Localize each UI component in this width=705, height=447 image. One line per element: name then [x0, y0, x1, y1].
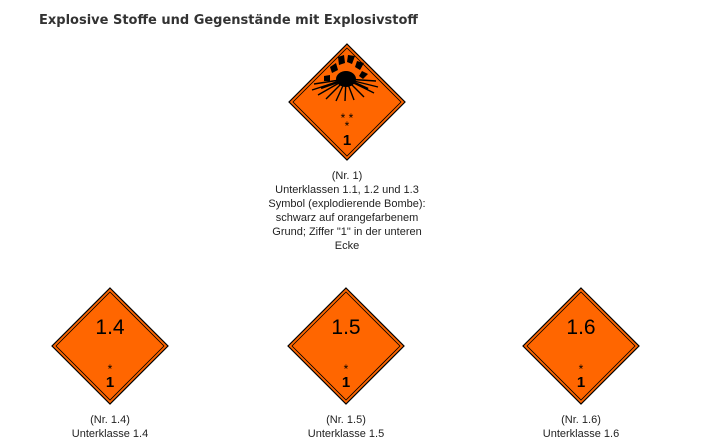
compatibility-star: * — [579, 362, 584, 376]
hazard-label-class-1-caption: (Nr. 1) Unterklassen 1.1, 1.2 und 1.3 Sy… — [230, 169, 464, 253]
hazard-label-class-1-diamond: * * * 1 — [288, 43, 406, 161]
hazard-label-1-5-caption: (Nr. 1.5) Unterklasse 1.5 — [256, 413, 436, 441]
caption-line: Unterklassen 1.1, 1.2 und 1.3 — [275, 184, 419, 196]
caption-nr: (Nr. 1.5) — [326, 414, 366, 426]
caption-subclass: Unterklasse 1.5 — [307, 428, 385, 440]
exploding-bomb-icon — [311, 55, 379, 102]
division-number: 1.4 — [95, 316, 125, 339]
diamond-background — [288, 43, 406, 161]
caption-nr: (Nr. 1.4) — [90, 414, 130, 426]
hazard-label-1-5: 1.5 * 1 — [287, 287, 405, 405]
diamond-inner-border — [55, 291, 165, 401]
division-number: 1.6 — [566, 316, 595, 339]
division-number: 1.5 — [331, 316, 360, 339]
diamond-inner-border — [291, 291, 401, 401]
compatibility-star: * — [344, 362, 349, 376]
caption-line: Ecke — [334, 240, 360, 252]
diamond-inner-border — [526, 291, 636, 401]
caption-subclass: Unterklasse 1.6 — [542, 428, 620, 440]
diamond-inner-border — [292, 47, 402, 157]
class-digit: 1 — [343, 132, 351, 149]
caption-line: schwarz auf orangefarbenem — [275, 212, 419, 224]
hazard-label-1-6: 1.6 * 1 — [522, 287, 640, 405]
hazard-label-1-4-diamond: 1.4 * 1 — [51, 287, 169, 405]
caption-line: (Nr. 1) — [331, 170, 363, 182]
page-title: Explosive Stoffe und Gegenstände mit Exp… — [39, 13, 418, 28]
compatibility-star-single: * — [345, 119, 350, 133]
hazard-label-1-4-caption: (Nr. 1.4) Unterklasse 1.4 — [20, 413, 200, 441]
class-digit: 1 — [106, 374, 114, 391]
diamond-background — [522, 287, 640, 405]
hazard-label-1-4: 1.4 * 1 — [51, 287, 169, 405]
caption-line: Symbol (explodierende Bombe): — [268, 198, 426, 210]
hazard-label-1-6-diamond: 1.6 * 1 — [522, 287, 640, 405]
caption-nr: (Nr. 1.6) — [561, 414, 601, 426]
compatibility-stars: * * — [341, 111, 354, 125]
caption-line: Grund; Ziffer "1" in der unteren — [272, 226, 422, 238]
class-digit: 1 — [577, 374, 585, 391]
hazard-label-1-5-diamond: 1.5 * 1 — [287, 287, 405, 405]
hazard-label-class-1: * * * 1 — [288, 43, 406, 161]
diamond-background — [51, 287, 169, 405]
compatibility-star: * — [108, 362, 113, 376]
caption-subclass: Unterklasse 1.4 — [71, 428, 149, 440]
class-digit: 1 — [342, 374, 350, 391]
diamond-background — [287, 287, 405, 405]
hazard-label-1-6-caption: (Nr. 1.6) Unterklasse 1.6 — [491, 413, 671, 441]
